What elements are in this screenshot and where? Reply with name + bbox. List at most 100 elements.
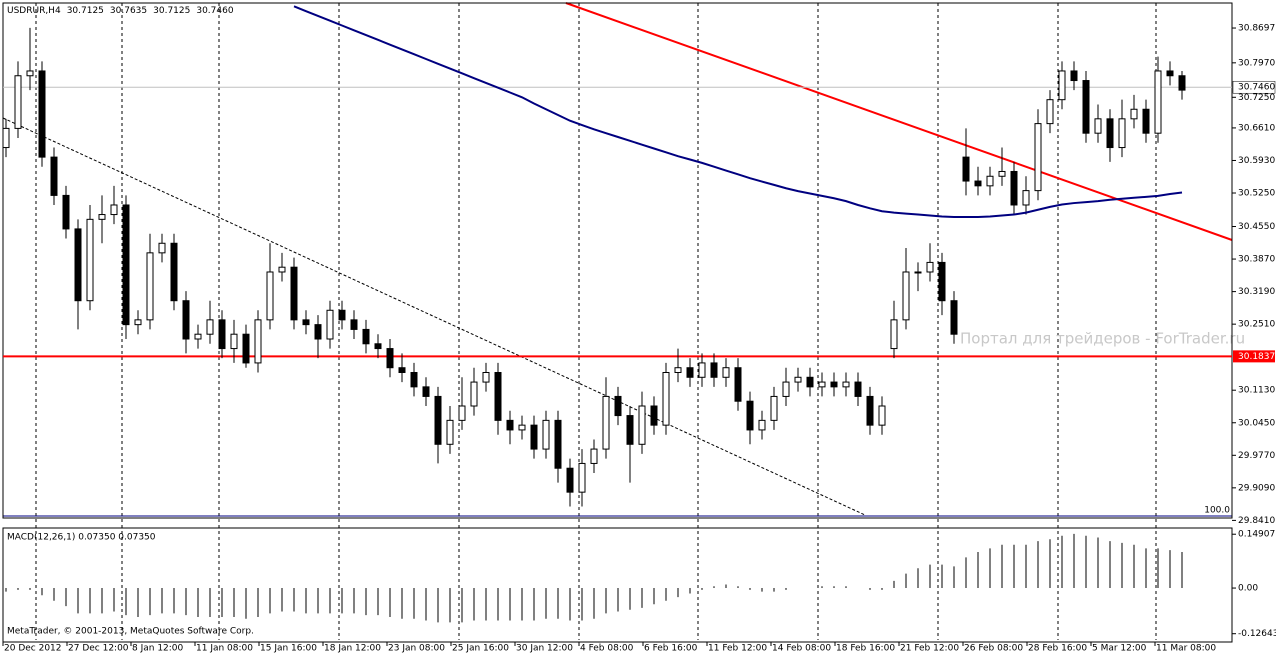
level-box [1233, 350, 1275, 363]
candle-body [758, 419, 766, 431]
y-tick-label: 29.9770 [1238, 451, 1275, 461]
x-tick-label: 26 Feb 08:00 [964, 644, 1023, 654]
candle-body [206, 319, 214, 335]
candle-body [950, 300, 958, 335]
y-tick-label: 30.0450 [1238, 418, 1275, 428]
x-tick-label: 25 Jan 16:00 [452, 644, 509, 654]
candle-body [2, 127, 10, 149]
candle-body [1118, 118, 1126, 149]
x-tick-label: 18 Jan 12:00 [324, 644, 381, 654]
candle-body [1082, 80, 1090, 134]
candle-body [854, 381, 862, 397]
candle-body [362, 328, 370, 345]
header-value: 30.7125 [67, 6, 104, 16]
y-tick-label: 30.5250 [1238, 189, 1275, 199]
candle-body [506, 419, 514, 431]
current-price-box [1232, 80, 1276, 94]
candle-body [398, 367, 406, 373]
candle-body [734, 367, 742, 402]
trend-line [565, 2, 1233, 241]
candle-body [158, 242, 166, 254]
y-tick-label: 30.4550 [1238, 222, 1275, 232]
candle-body [962, 156, 970, 182]
x-tick-label: 11 Feb 12:00 [708, 644, 767, 654]
x-tick-label: 18 Feb 16:00 [836, 644, 895, 654]
x-tick-label: 15 Jan 16:00 [260, 644, 317, 654]
candle-body [554, 419, 562, 469]
candle-body [746, 400, 754, 431]
candle-body [710, 362, 718, 378]
candle-body [326, 309, 334, 340]
candle-body [1142, 108, 1150, 134]
macd-title: MACD(12,26,1) 0.07350 0.07350 [7, 533, 156, 543]
candle-body [74, 228, 82, 302]
candle-body [818, 381, 826, 388]
x-tick-label: 23 Jan 08:00 [388, 644, 445, 654]
y-tick-label: 30.8697 [1238, 24, 1275, 34]
candle-body [494, 371, 502, 421]
y2-tick-label: 0.00 [1238, 584, 1258, 594]
dashed-trend-line [2, 117, 866, 516]
candle-body [194, 333, 202, 340]
candle-body [806, 376, 814, 388]
candle-body [170, 242, 178, 302]
footer: MetaTrader, © 2001-2013, MetaQuotes Soft… [7, 627, 254, 637]
candle-body [218, 319, 226, 350]
candle-body [458, 405, 466, 421]
price-panel-frame [2, 2, 1233, 519]
x-tick-label: 20 Dec 2012 [4, 644, 62, 654]
candle-body [1094, 118, 1102, 134]
candle-body [98, 214, 106, 220]
candle-body [902, 271, 910, 321]
candle-body [386, 348, 394, 369]
candle-body [1022, 190, 1030, 206]
candle-body [242, 333, 250, 364]
candle-body [470, 381, 478, 407]
candle-body [890, 319, 898, 350]
candle-body [422, 386, 430, 397]
candle-body [266, 271, 274, 321]
candle-body [1154, 70, 1162, 134]
candle-body [674, 367, 682, 373]
x-tick-label: 11 Jan 08:00 [196, 644, 253, 654]
candle-body [602, 395, 610, 450]
candle-body [110, 204, 118, 216]
candle-body [434, 395, 442, 445]
chart-header: USDRUR,H4 30.7125 30.7635 30.7125 30.7460 [7, 6, 234, 16]
fibo-label: 100.0 [1204, 506, 1230, 516]
x-tick-label: 5 Mar 12:00 [1092, 644, 1147, 654]
candle-body [542, 419, 550, 450]
y-tick-label: 29.8410 [1238, 516, 1275, 526]
candle-body [650, 405, 658, 426]
candle-body [182, 300, 190, 340]
y2-tick-label: 0.14907 [1238, 530, 1275, 540]
candle-body [146, 252, 154, 321]
candle-body [626, 415, 634, 445]
y-tick-label: 30.3190 [1238, 287, 1275, 297]
candle-body [1058, 70, 1066, 101]
x-tick-label: 28 Feb 16:00 [1028, 644, 1087, 654]
candle-body [230, 333, 238, 350]
header-value: 30.7125 [153, 6, 190, 16]
candle-body [14, 75, 22, 129]
candle-body [998, 170, 1006, 177]
x-tick-label: 6 Feb 16:00 [644, 644, 698, 654]
candle-body [842, 381, 850, 388]
candle-body [254, 319, 262, 364]
y-tick-label: 30.2510 [1238, 320, 1275, 330]
candle-body [878, 405, 886, 426]
candle-body [86, 218, 94, 302]
x-tick-label: 11 Mar 08:00 [1156, 644, 1216, 654]
candle-body [122, 204, 130, 326]
candle-body [614, 395, 622, 417]
candle-body [1034, 123, 1042, 192]
candle-body [302, 319, 310, 326]
candle-body [770, 395, 778, 421]
candle-body [590, 448, 598, 464]
candle-body [986, 175, 994, 187]
header-value: 30.7635 [110, 6, 147, 16]
candle-body [290, 266, 298, 321]
macd-panel-frame [2, 527, 1233, 643]
